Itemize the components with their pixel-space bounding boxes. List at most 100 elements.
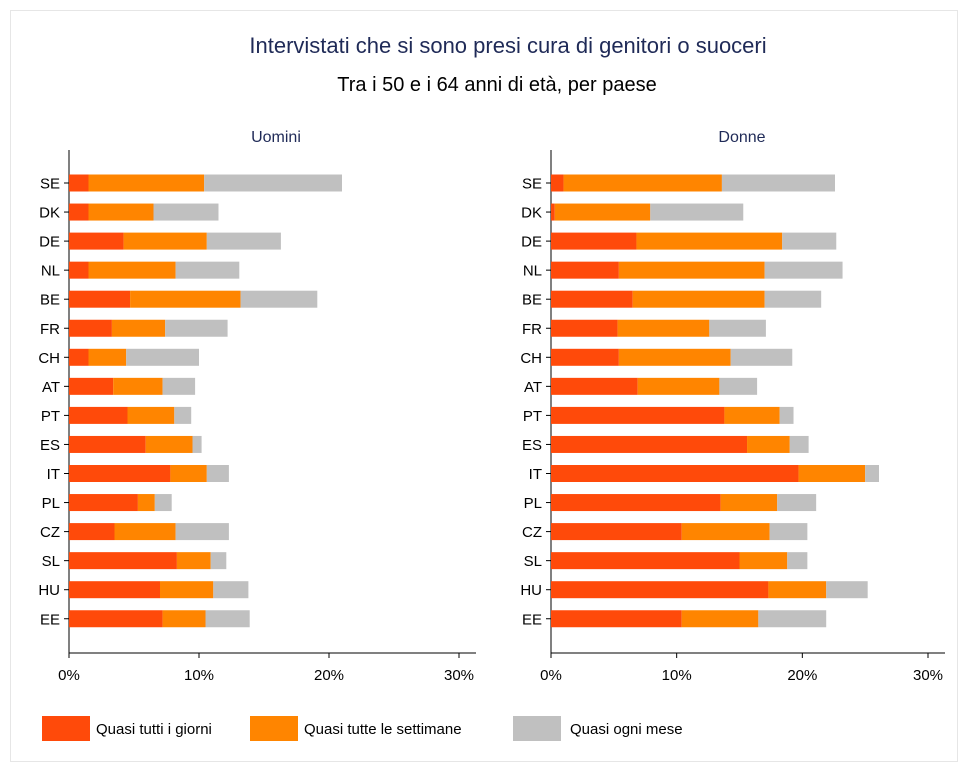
bar-segment — [632, 290, 765, 308]
bar-segment — [88, 348, 127, 366]
bar-segment — [719, 377, 758, 395]
y-tick-label: PL — [42, 495, 60, 512]
y-tick-label: SE — [40, 176, 60, 193]
bar-segment — [551, 581, 769, 599]
bar-segment — [777, 494, 817, 512]
y-tick-label: CH — [38, 350, 60, 367]
bar-segment — [747, 435, 790, 453]
y-tick-label: AT — [42, 379, 60, 396]
bar-segment — [551, 174, 564, 192]
y-tick-label: HU — [520, 582, 542, 599]
bar-segment — [204, 174, 342, 192]
bar-segment — [162, 377, 196, 395]
y-tick-label: NL — [41, 263, 60, 280]
y-tick-label: DK — [39, 205, 60, 222]
bar-segment — [618, 348, 731, 366]
bar-segment — [213, 581, 249, 599]
bar-segment — [127, 406, 175, 424]
bar-segment — [69, 174, 89, 192]
bar-segment — [787, 552, 808, 570]
bar-segment — [551, 261, 619, 279]
bar-segment — [724, 406, 780, 424]
bar-segment — [768, 581, 827, 599]
bar-segment — [210, 552, 227, 570]
panel-title: Donne — [718, 129, 765, 146]
bar-segment — [782, 232, 837, 250]
bar-segment — [175, 523, 229, 541]
bar-segment — [769, 523, 808, 541]
x-tick-label: 10% — [662, 667, 692, 684]
bar-segment — [551, 610, 682, 628]
panel-title: Uomini — [251, 129, 301, 146]
bar-segment — [69, 494, 138, 512]
bar-segment — [758, 610, 827, 628]
panel-0: Uomini 0% 10% 20% 30% SE DK DE NL BE FR CH AT PT ES IT P… — [38, 129, 476, 684]
bar-segment — [69, 203, 89, 221]
y-tick-label: CH — [520, 350, 542, 367]
bar-segment — [69, 319, 112, 337]
x-tick-label: 10% — [184, 667, 214, 684]
y-tick-label: CZ — [522, 524, 542, 541]
legend-item: Quasi ogni mese — [513, 716, 683, 741]
bar-segment — [618, 261, 765, 279]
bar-segment — [789, 435, 809, 453]
y-tick-label: SE — [522, 176, 542, 193]
x-tick-label: 20% — [314, 667, 344, 684]
y-tick-label: DK — [521, 205, 542, 222]
y-tick-label: AT — [524, 379, 542, 396]
bar-segment — [240, 290, 318, 308]
bar-segment — [205, 610, 250, 628]
y-tick-label: PL — [524, 495, 542, 512]
y-tick-label: SL — [42, 553, 60, 570]
bar-segment — [865, 465, 879, 482]
legend-label: Quasi tutte le settimane — [304, 721, 462, 738]
y-tick-label: SL — [524, 553, 542, 570]
bar-segment — [206, 465, 229, 482]
bar-segment — [69, 552, 177, 570]
y-tick-label: ES — [522, 437, 542, 454]
bar-segment — [798, 465, 866, 482]
x-tick-label: 30% — [913, 667, 943, 684]
y-tick-label: IT — [529, 466, 542, 483]
bar-segment — [69, 610, 163, 628]
bar-segment — [681, 523, 770, 541]
bar-segment — [69, 232, 124, 250]
bar-segment — [145, 435, 193, 453]
y-tick-label: EE — [40, 611, 60, 628]
bar-segment — [154, 494, 172, 512]
bar-segment — [165, 319, 228, 337]
bar-segment — [721, 174, 836, 192]
bar-segment — [113, 377, 163, 395]
bar-segment — [69, 406, 128, 424]
bar-segment — [826, 581, 868, 599]
bar-segment — [551, 232, 637, 250]
bar-segment — [563, 174, 722, 192]
bar-segment — [176, 552, 211, 570]
chart-legend: Quasi tutti i giorni Quasi tutte le setti… — [42, 716, 683, 741]
bar-segment — [551, 523, 682, 541]
bar-segment — [153, 203, 219, 221]
chart-subtitle: Tra i 50 e i 64 anni di età, per paese — [337, 74, 656, 96]
bar-segment — [69, 581, 160, 599]
bar-segment — [720, 494, 778, 512]
y-tick-label: PT — [523, 408, 542, 425]
bar-segment — [174, 406, 192, 424]
bar-segment — [551, 465, 799, 482]
bar-segment — [111, 319, 166, 337]
legend-label: Quasi ogni mese — [570, 721, 683, 738]
y-tick-label: BE — [40, 292, 60, 309]
bar-segment — [551, 319, 618, 337]
y-tick-label: HU — [38, 582, 60, 599]
y-tick-label: EE — [522, 611, 542, 628]
bar-segment — [69, 465, 171, 482]
y-tick-label: PT — [41, 408, 60, 425]
bar-segment — [69, 435, 146, 453]
y-tick-label: BE — [522, 292, 542, 309]
bar-segment — [551, 435, 748, 453]
bar-segment — [551, 377, 638, 395]
bar-segment — [69, 290, 131, 308]
bar-segment — [88, 174, 205, 192]
y-tick-label: DE — [39, 234, 60, 251]
legend-item: Quasi tutti i giorni — [42, 716, 212, 741]
